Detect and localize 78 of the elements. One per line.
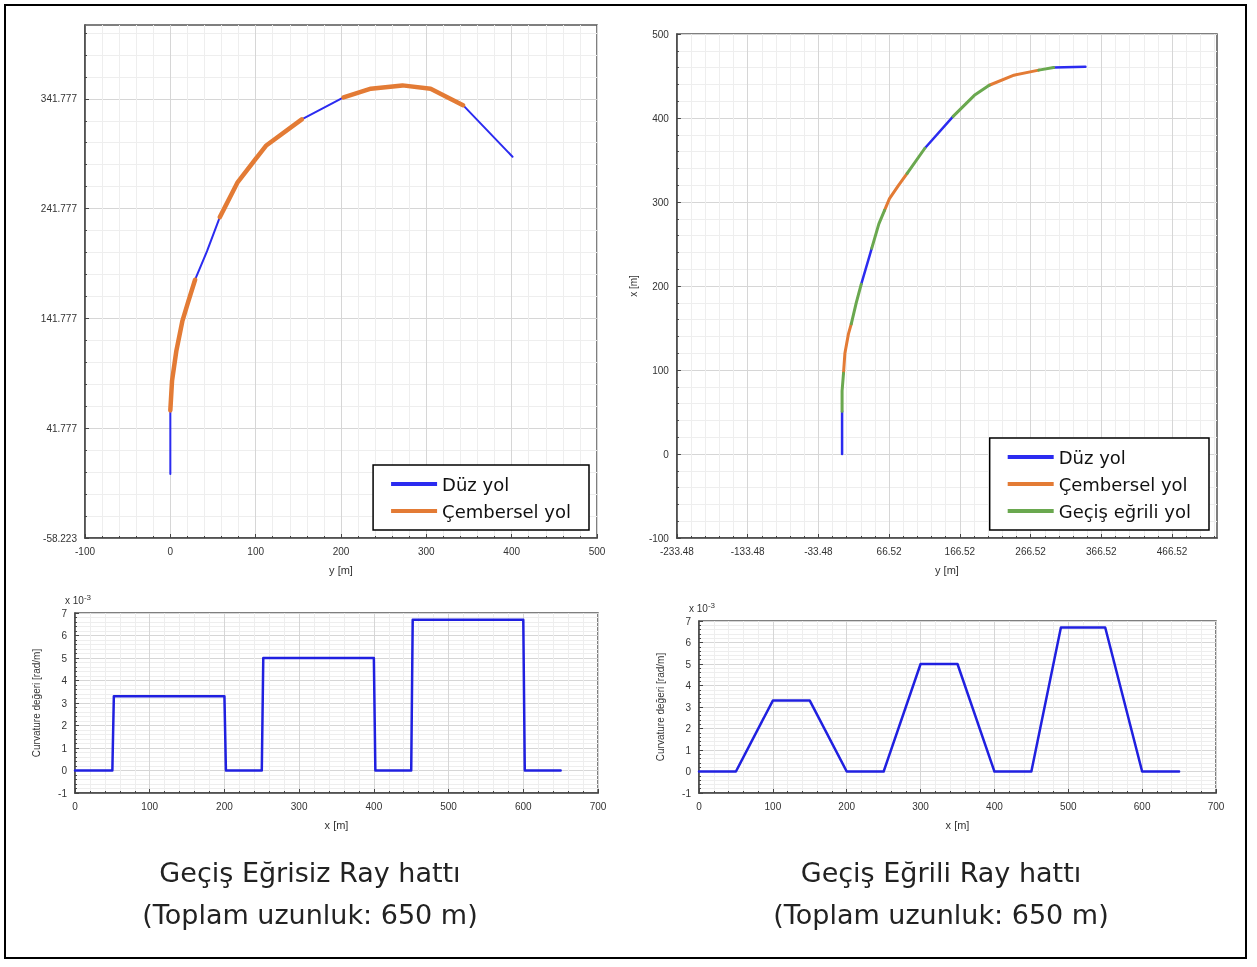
x-tick-label: 266.52 — [1015, 545, 1047, 557]
y-tick-label: 500 — [652, 28, 670, 40]
y-tick-label: 6 — [61, 630, 68, 641]
legend-label: Geçiş eğrili yol — [1058, 500, 1191, 522]
x-tick-label: 0 — [167, 545, 174, 557]
x-tick-label: 500 — [1059, 800, 1078, 812]
x-axis-title: y [m] — [329, 563, 353, 576]
y-tick-label: 1 — [61, 742, 68, 754]
y-tick-label: 4 — [685, 680, 692, 691]
y-tick-label: 5 — [61, 652, 68, 664]
x-tick-label: 200 — [216, 800, 234, 812]
x-tick-label: 100 — [141, 800, 159, 812]
x-tick-label: 400 — [503, 545, 521, 557]
x-tick-label: 466.52 — [1156, 545, 1188, 557]
x-tick-label: 66.52 — [876, 545, 903, 557]
line-series — [697, 626, 1181, 773]
x-tick-label: -33.48 — [804, 545, 834, 557]
y-tick-label: 4 — [61, 675, 68, 686]
y-tick-label: 3 — [685, 701, 692, 713]
y-tick-label: 7 — [61, 607, 68, 619]
x-tick-label: 600 — [514, 800, 533, 812]
y-tick-label: 341.777 — [40, 93, 78, 105]
y-tick-label: 200 — [652, 280, 670, 292]
legend-label: Çembersel yol — [442, 500, 571, 522]
x-tick-label: 0 — [696, 800, 703, 812]
x-tick-label: 366.52 — [1086, 545, 1118, 557]
x-tick-label: 400 — [365, 800, 383, 812]
y-tick-label: -100 — [648, 532, 670, 544]
y-tick-label: 3 — [61, 697, 68, 709]
x-tick-label: 100 — [247, 545, 265, 557]
x-tick-label: 300 — [417, 545, 436, 557]
legend-label: Çembersel yol — [1058, 473, 1188, 495]
x-tick-label: 400 — [986, 800, 1004, 812]
text: (Toplam uzunluk: 650 m) — [772, 899, 1110, 930]
y-tick-label: -1 — [58, 787, 68, 799]
x-tick-label: 500 — [588, 545, 606, 557]
text: (Toplam uzunluk: 650 m) — [141, 899, 479, 930]
x-tick-label: 200 — [838, 800, 856, 812]
x-tick-label: 200 — [332, 545, 350, 557]
x-tick-label: 600 — [1133, 800, 1151, 812]
y-tick-label: 141.777 — [40, 312, 78, 324]
y-tick-label: -58.223 — [43, 532, 78, 544]
y-tick-label: 5 — [685, 658, 692, 670]
x-tick-label: -133.48 — [730, 545, 766, 557]
legend-label: Düz yol — [1058, 446, 1126, 468]
y-tick-label: 41.777 — [46, 422, 78, 434]
y-axis-title: Curvature değeri [rad/m] — [30, 648, 42, 758]
x-axis-title: x [m] — [324, 818, 349, 831]
x-tick-label: -233.48 — [659, 545, 695, 557]
y-tick-label: 241.777 — [40, 203, 78, 215]
x-tick-label: 700 — [589, 800, 607, 812]
y-tick-label: 1 — [685, 744, 692, 756]
text: Geçiş Eğrisiz Ray hattı — [158, 857, 462, 888]
y-tick-label: 100 — [652, 364, 670, 376]
y-tick-label: 2 — [685, 723, 692, 734]
y-axis-title: Curvature değeri [rad/m] — [654, 652, 666, 762]
y-tick-label: 0 — [663, 448, 670, 460]
x-tick-label: 100 — [764, 800, 782, 812]
y-tick-label: 0 — [61, 765, 68, 776]
x-tick-label: -100 — [74, 545, 96, 557]
x-axis-title: x [m] — [945, 818, 970, 831]
text: Geçiş Eğrili Ray hattı — [799, 857, 1083, 888]
x-tick-label: 500 — [440, 800, 458, 812]
y-tick-label: 0 — [685, 766, 692, 777]
x-tick-label: 300 — [912, 800, 930, 812]
x-tick-label: 166.52 — [944, 545, 976, 557]
y-axis-title: x [m] — [627, 274, 639, 297]
y-tick-label: 7 — [685, 615, 692, 627]
y-tick-label: 2 — [61, 720, 68, 731]
x-tick-label: 300 — [290, 800, 308, 812]
y-tick-label: 300 — [652, 196, 670, 208]
x-axis-title: y [m] — [935, 563, 959, 576]
y-tick-label: 400 — [652, 112, 670, 124]
x-tick-label: 700 — [1207, 800, 1225, 812]
line-series — [73, 618, 562, 772]
y-tick-label: -1 — [682, 787, 692, 799]
legend-label: Düz yol — [442, 473, 510, 495]
y-tick-label: 6 — [685, 637, 692, 648]
